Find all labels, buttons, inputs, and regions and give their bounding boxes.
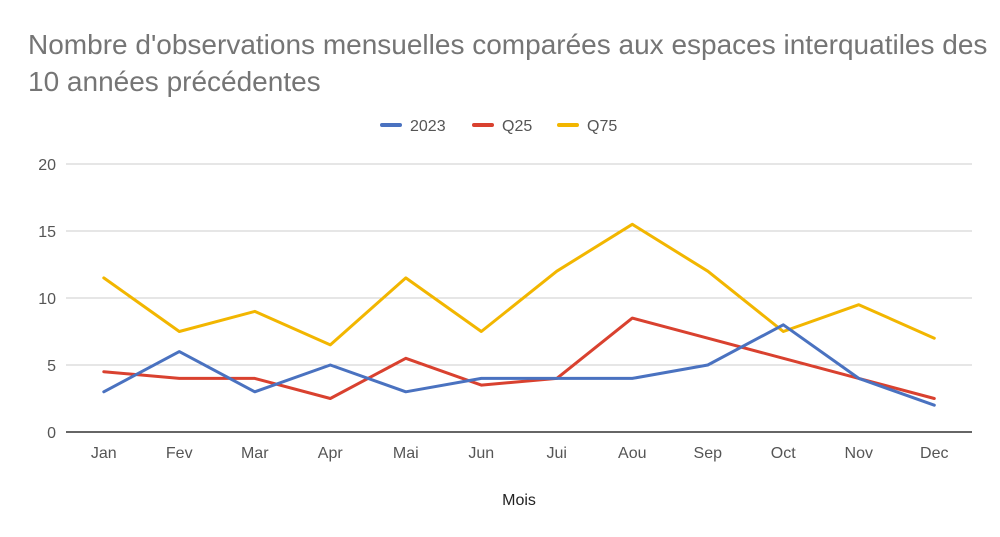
x-tick-label: Apr	[318, 445, 344, 462]
x-tick-label: Aou	[618, 445, 646, 462]
series-line-q25	[102, 316, 936, 400]
x-tick-label: Oct	[771, 445, 796, 462]
legend-item-q25: Q25	[472, 118, 532, 135]
legend-label: Q75	[587, 118, 617, 135]
series-lines	[102, 222, 936, 407]
legend-item-2023: 2023	[380, 118, 446, 135]
legend: 2023 Q25 Q75	[380, 118, 617, 135]
x-tick-label: Dec	[920, 445, 948, 462]
x-axis-title: Mois	[502, 492, 536, 509]
chart-title: Nombre d'observations mensuelles comparé…	[28, 29, 988, 97]
y-tick-label: 5	[47, 358, 56, 375]
x-axis-ticks: Jan Fev Mar Apr Mai Jun Jui Aou Sep Oct Nov Dec	[91, 445, 949, 462]
legend-label: 2023	[410, 118, 446, 135]
series-line-2023	[102, 323, 936, 407]
x-tick-label: Fev	[166, 445, 193, 462]
y-axis-ticks: 0 5 10 15 20	[38, 157, 56, 442]
legend-label: Q25	[502, 118, 532, 135]
legend-item-q75: Q75	[557, 118, 617, 135]
y-tick-label: 10	[38, 291, 56, 308]
x-tick-label: Mai	[393, 445, 419, 462]
y-tick-label: 20	[38, 157, 56, 174]
x-tick-label: Nov	[845, 445, 873, 462]
x-tick-label: Mar	[241, 445, 269, 462]
y-tick-label: 15	[38, 224, 56, 241]
x-tick-label: Jun	[468, 445, 494, 462]
series-line-q75	[102, 222, 936, 347]
y-tick-label: 0	[47, 425, 56, 442]
x-tick-label: Jui	[547, 445, 567, 462]
x-tick-label: Jan	[91, 445, 117, 462]
x-tick-label: Sep	[694, 445, 723, 462]
grid-lines	[66, 163, 972, 433]
